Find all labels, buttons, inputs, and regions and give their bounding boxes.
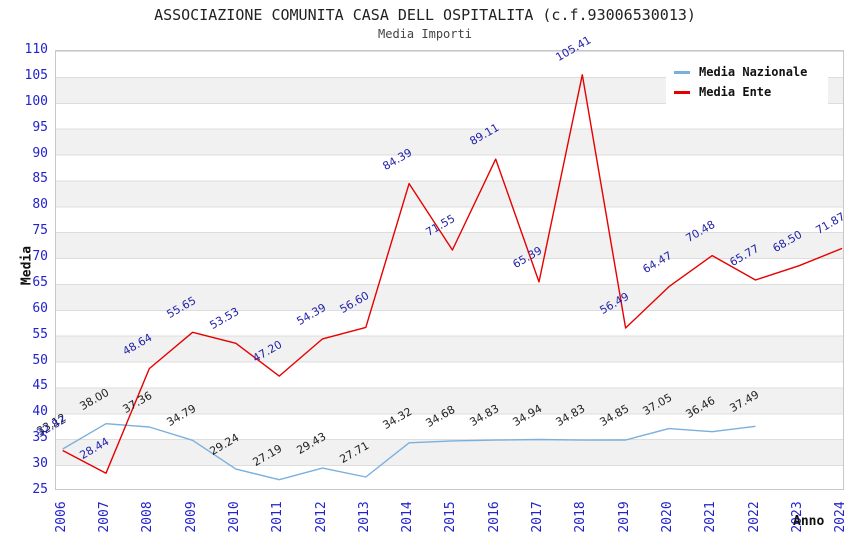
media-nazionale-line-swatch: [674, 70, 690, 74]
y-tick-label: 80: [32, 197, 48, 213]
x-tick-label: 2017: [530, 501, 545, 533]
legend-label: Media Ente: [699, 85, 772, 99]
x-axis-title: Anno: [793, 514, 825, 529]
x-tick-label: 2006: [53, 501, 69, 533]
x-tick-label: 2010: [226, 501, 242, 533]
y-tick-label: 110: [24, 42, 48, 57]
plot-area: [55, 50, 844, 490]
x-tick-label: 2024: [833, 501, 849, 533]
legend-item-media-nazionale: Media Nazionale: [674, 62, 824, 82]
y-tick-label: 85: [32, 171, 48, 187]
y-tick-label: 40: [32, 404, 48, 420]
chart-subtitle: Media Importi: [378, 27, 472, 41]
x-tick-label: 2020: [659, 501, 675, 533]
x-tick-label: 2014: [400, 501, 416, 533]
chart-lines: [62, 74, 843, 481]
x-tick-label: 2012: [313, 501, 329, 533]
y-axis-title: Media: [19, 245, 35, 286]
x-tick-label: 2015: [443, 501, 459, 533]
y-tick-label: 95: [32, 119, 48, 135]
y-tick-label: 45: [32, 378, 48, 394]
y-tick-label: 50: [32, 352, 48, 368]
y-tick-label: 60: [32, 300, 48, 316]
legend: Media Nazionale Media Ente: [666, 56, 828, 108]
x-tick-label: 2009: [183, 501, 199, 533]
media-ente-line-swatch: [674, 90, 690, 94]
y-tick-label: 35: [32, 430, 48, 446]
y-tick-label: 90: [32, 145, 48, 161]
y-tick-label: 105: [24, 67, 48, 83]
x-tick-label: 2021: [703, 501, 719, 533]
y-tick-label: 70: [32, 249, 48, 265]
x-tick-label: 2016: [486, 501, 502, 533]
x-tick-label: 2019: [616, 501, 632, 533]
y-tick-label: 75: [32, 223, 48, 239]
legend-label: Media Nazionale: [699, 65, 808, 79]
legend-item-media-ente: Media Ente: [674, 82, 824, 102]
x-tick-label: 2007: [97, 501, 112, 533]
y-tick-label: 30: [32, 456, 48, 472]
x-tick-label: 2008: [140, 501, 156, 533]
y-tick-label: 25: [32, 482, 48, 497]
y-tick-label: 100: [24, 93, 48, 109]
x-tick-label: 2013: [356, 501, 372, 533]
x-tick-label: 2011: [270, 501, 286, 533]
y-tick-label: 65: [32, 274, 48, 290]
x-tick-label: 2022: [746, 501, 762, 533]
y-tick-label: 55: [32, 326, 48, 342]
x-tick-label: 2018: [573, 501, 589, 533]
chart-title: ASSOCIAZIONE COMUNITA CASA DELL OSPITALI…: [154, 6, 696, 24]
